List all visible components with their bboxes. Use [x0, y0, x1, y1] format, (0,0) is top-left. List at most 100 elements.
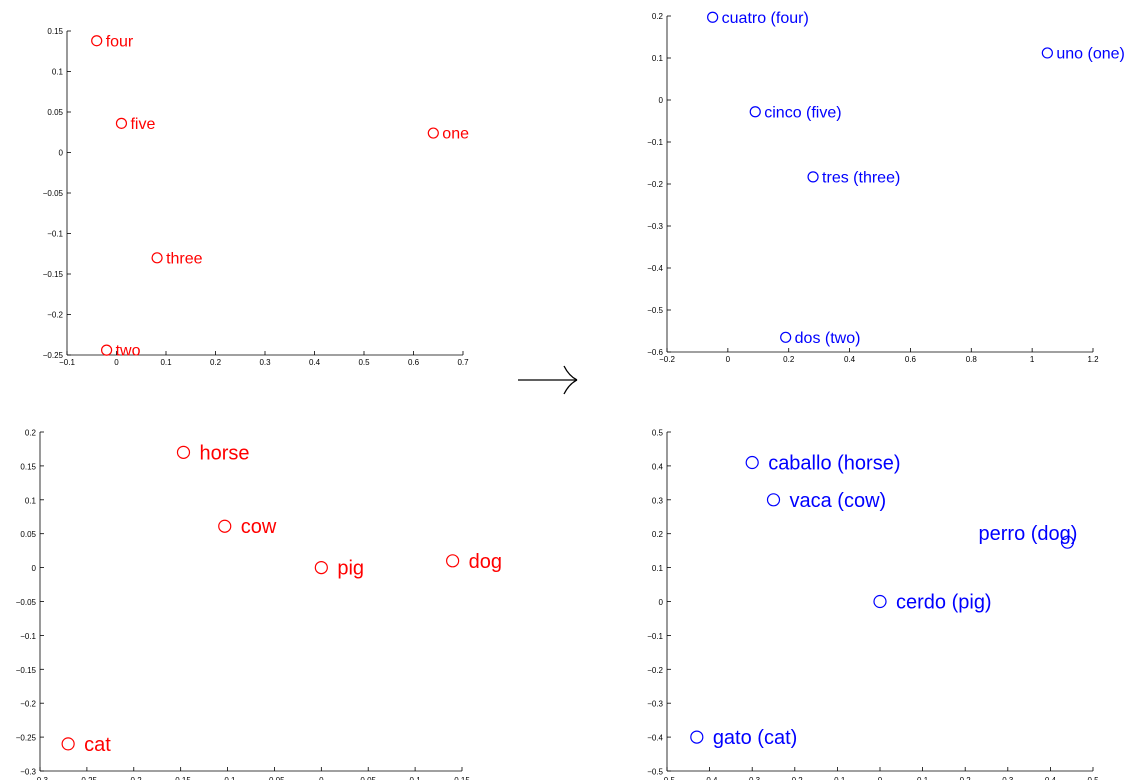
data-point-label: four — [106, 33, 134, 50]
y-tick-label: −0.2 — [647, 666, 663, 675]
x-tick-label: 0.1 — [917, 776, 929, 780]
data-point-marker — [314, 560, 328, 575]
x-tick-label: 0.1 — [160, 358, 172, 367]
x-tick-label: 0.4 — [309, 358, 321, 367]
data-point-marker — [807, 171, 819, 183]
y-tick-label: −0.1 — [20, 632, 36, 641]
data-point-label: two — [116, 343, 141, 360]
data-point-marker — [745, 455, 759, 470]
data-point-marker — [749, 106, 761, 118]
y-tick-label: −0.2 — [647, 180, 663, 189]
x-tick-label: 0.5 — [1087, 776, 1099, 780]
x-tick-label: −0.2 — [126, 776, 142, 780]
y-tick-label: −0.05 — [43, 189, 64, 198]
spanish-animals-plot: −0.5 −0.4 −0.3 −0.2 −0.1 0 0.1 0.2 0.3 0.4 0.5 −0.5… — [647, 429, 1099, 780]
y-tick-label: −0.5 — [647, 306, 663, 315]
x-tick-label: −0.1 — [220, 776, 236, 780]
y-tick-label: 0.15 — [47, 27, 63, 36]
y-tick-label: −0.3 — [20, 768, 36, 777]
data-point-marker — [100, 344, 113, 356]
data-point-label: tres (three) — [822, 169, 900, 186]
y-tick-label: 0.2 — [652, 12, 664, 21]
x-tick-label: 0.8 — [966, 355, 978, 364]
data-point-label: uno (one) — [1056, 46, 1125, 63]
data-point-label: dos (two) — [795, 330, 861, 347]
data-point-label: cerdo (pig) — [896, 592, 992, 614]
x-tick-label: 1 — [1030, 355, 1035, 364]
x-tick-label: −0.15 — [171, 776, 192, 780]
x-tick-label: 0.4 — [1045, 776, 1057, 780]
y-tick-label: −0.1 — [647, 138, 663, 147]
y-tick-label: 0.05 — [47, 108, 63, 117]
data-point-label: one — [442, 126, 469, 143]
y-tick-label: 0.4 — [652, 462, 664, 471]
data-point-label: gato (cat) — [713, 727, 797, 749]
y-tick-label: 0.2 — [652, 530, 664, 539]
x-tick-label: 0 — [726, 355, 731, 364]
y-tick-label: −0.25 — [43, 351, 64, 360]
data-point-label: caballo (horse) — [768, 453, 900, 475]
y-tick-label: −0.3 — [647, 700, 663, 709]
x-tick-label: 0 — [114, 358, 119, 367]
data-point-label: three — [166, 250, 203, 267]
data-point-marker — [766, 493, 781, 507]
x-tick-label: −0.2 — [659, 355, 675, 364]
y-tick-label: 0.5 — [652, 429, 664, 438]
x-tick-label: −0.4 — [702, 776, 718, 780]
data-point-label: horse — [199, 442, 249, 464]
data-point-marker — [115, 117, 128, 129]
y-tick-label: −0.25 — [16, 734, 37, 743]
y-tick-label: 0.15 — [20, 462, 36, 471]
data-point-label: cuatro (four) — [722, 10, 809, 27]
y-tick-label: 0 — [59, 148, 64, 157]
data-point-marker — [780, 331, 792, 343]
y-tick-label: 0.05 — [20, 530, 36, 539]
y-tick-label: −0.5 — [647, 768, 663, 777]
data-point-marker — [176, 445, 191, 459]
data-point-label: vaca (cow) — [790, 490, 887, 512]
y-tick-label: 0.2 — [25, 429, 37, 438]
y-tick-label: 0 — [659, 96, 664, 105]
data-point-label: five — [130, 116, 155, 133]
data-point-marker — [690, 730, 704, 744]
data-point-marker — [873, 594, 887, 609]
y-tick-label: −0.2 — [47, 310, 63, 319]
y-tick-label: −0.15 — [16, 666, 37, 675]
x-tick-label: −0.1 — [830, 776, 846, 780]
x-tick-label: −0.5 — [659, 776, 675, 780]
y-tick-label: 0.1 — [25, 496, 37, 505]
y-tick-label: 0.1 — [652, 54, 664, 63]
data-point-marker — [91, 35, 103, 47]
y-tick-label: −0.1 — [647, 632, 663, 641]
x-tick-label: 0.15 — [454, 776, 470, 780]
x-tick-label: −0.3 — [744, 776, 760, 780]
x-tick-label: 0.2 — [210, 358, 222, 367]
y-tick-label: −0.3 — [647, 222, 663, 231]
data-point-marker — [707, 11, 719, 23]
y-tick-label: 0 — [659, 598, 664, 607]
x-tick-label: 0.2 — [960, 776, 972, 780]
arrow-head-lower — [563, 379, 578, 395]
data-point-marker — [1060, 535, 1075, 549]
x-tick-label: 0.3 — [259, 358, 271, 367]
x-tick-label: 0.1 — [410, 776, 422, 780]
x-tick-label: 0.3 — [1002, 776, 1014, 780]
y-tick-label: 0.1 — [52, 67, 64, 76]
x-tick-label: 0.05 — [360, 776, 376, 780]
data-point-label: pig — [337, 558, 364, 580]
y-tick-label: −0.1 — [47, 229, 63, 238]
translation-arrow — [518, 365, 578, 395]
x-tick-label: 1.2 — [1087, 355, 1099, 364]
y-tick-label: −0.05 — [16, 598, 37, 607]
data-point-label: perro (dog) — [979, 523, 1078, 545]
data-point-label: cinco (five) — [764, 104, 841, 121]
y-tick-label: 0 — [32, 564, 37, 573]
y-tick-label: −0.15 — [43, 270, 64, 279]
data-point-label: cat — [84, 734, 111, 756]
spanish-numbers-plot: −0.2 0 0.2 0.4 0.6 0.8 1 1.2 −0.6 −0.5 −0.4 −0.3 −0.… — [647, 10, 1125, 364]
x-tick-label: 0.6 — [408, 358, 420, 367]
x-tick-label: −0.25 — [77, 776, 98, 780]
y-tick-label: 0.1 — [652, 564, 664, 573]
y-tick-label: −0.2 — [20, 700, 36, 709]
